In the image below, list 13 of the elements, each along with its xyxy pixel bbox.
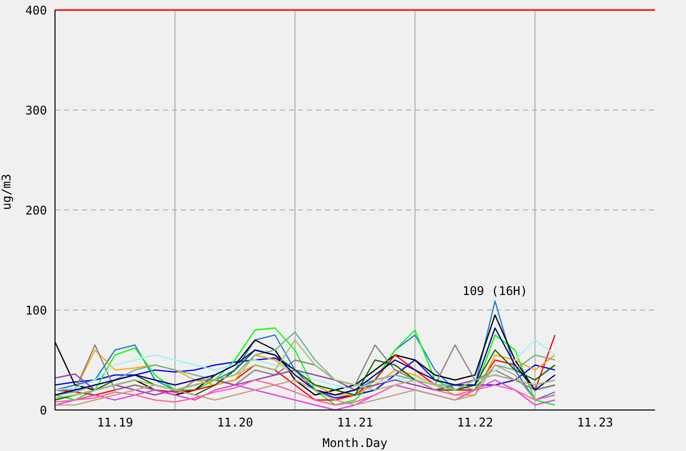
annotation: 109 (16H) [462,284,528,298]
x-tick-label: 11.22 [456,416,494,430]
x-axis-title: Month.Day [322,436,388,450]
y-tick-label: 0 [40,403,47,418]
x-tick-label: 11.23 [576,416,614,430]
y-axis-title: ug/m3 [0,174,14,210]
x-tick-label: 11.21 [336,416,374,430]
y-tick-label: 200 [25,203,47,218]
y-tick-label: 100 [25,303,47,318]
x-tick-label: 11.20 [216,416,254,430]
y-tick-label: 300 [25,103,47,118]
x-tick-label: 11.19 [96,416,134,430]
y-tick-label: 400 [25,3,47,18]
